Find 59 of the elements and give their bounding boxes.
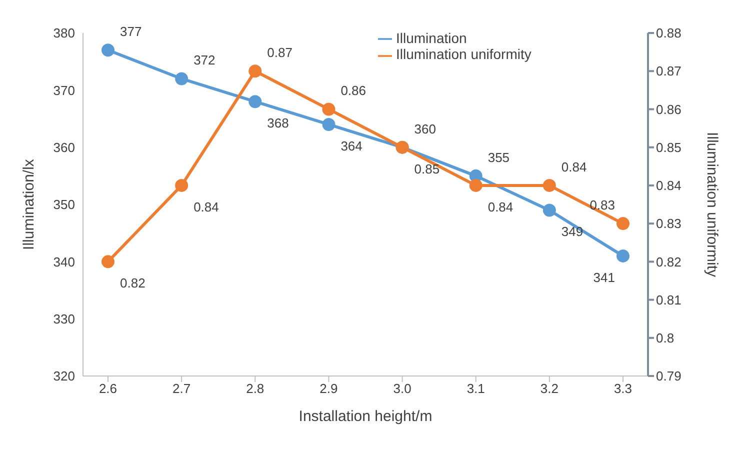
point: [322, 102, 336, 116]
x-axis-title: Installation height/m: [298, 408, 432, 425]
data-label: 0.82: [120, 276, 146, 291]
data-label: 349: [561, 224, 584, 240]
y2-tick-label: 0.88: [656, 26, 682, 41]
legend-label: Illumination uniformity: [396, 46, 532, 62]
y2-tick-label: 0.87: [656, 64, 682, 79]
y2-tick-label: 0.84: [656, 178, 682, 194]
x-tick-label: 2.7: [172, 381, 191, 396]
x-tick-label: 2.9: [320, 381, 338, 396]
y2-axis-title: Illumination uniformity: [704, 132, 721, 278]
y-tick-label: 370: [53, 82, 75, 98]
data-label: 0.84: [488, 199, 514, 214]
point: [175, 178, 188, 192]
y2-tick-label: 0.79: [656, 368, 682, 384]
point: [102, 255, 114, 268]
y2-tick-label: 0.8: [656, 330, 674, 346]
x-tick-label: 3.1: [466, 381, 485, 396]
y2-tick-label: 0.86: [656, 102, 682, 117]
data-label: 0.87: [267, 45, 292, 60]
legend-label: Illumination: [396, 30, 467, 46]
y-tick-label: 380: [53, 26, 75, 41]
y-tick-label: 340: [53, 254, 75, 270]
point: [469, 178, 482, 192]
data-label: 355: [488, 150, 510, 165]
y-axis-title: Illumination/lx: [20, 158, 38, 250]
y2-tick-label: 0.83: [656, 216, 682, 232]
y2-tick-label: 0.85: [656, 140, 682, 155]
x-tick-label: 2.6: [98, 381, 118, 396]
data-label: 372: [194, 52, 216, 68]
data-label: 368: [267, 116, 289, 131]
point: [248, 64, 262, 78]
data-label: 0.85: [414, 161, 440, 176]
point: [248, 95, 262, 108]
data-label: 0.84: [194, 199, 219, 214]
point: [102, 44, 114, 57]
x-tick-label: 2.8: [246, 381, 264, 396]
y2-tick-label: 0.81: [656, 292, 682, 308]
point: [542, 204, 556, 217]
point: [542, 178, 556, 192]
data-label: 377: [120, 24, 142, 40]
y-tick-label: 360: [53, 140, 75, 155]
data-label: 0.86: [340, 83, 366, 98]
point: [616, 249, 630, 262]
x-tick-label: 3.2: [540, 381, 558, 396]
data-label: 0.83: [590, 198, 615, 213]
data-label: 341: [593, 270, 615, 285]
y-tick-label: 350: [53, 197, 75, 212]
point: [322, 118, 336, 131]
x-tick-label: 3.3: [614, 381, 632, 396]
data-label: 364: [340, 138, 362, 154]
point: [175, 72, 188, 86]
y-tick-label: 320: [53, 368, 75, 384]
x-tick-label: 3.0: [393, 381, 412, 396]
point: [616, 217, 630, 230]
data-label: 0.84: [561, 159, 587, 174]
data-label: 360: [414, 121, 436, 136]
y-tick-label: 330: [53, 311, 75, 326]
y2-tick-label: 0.82: [656, 254, 682, 270]
